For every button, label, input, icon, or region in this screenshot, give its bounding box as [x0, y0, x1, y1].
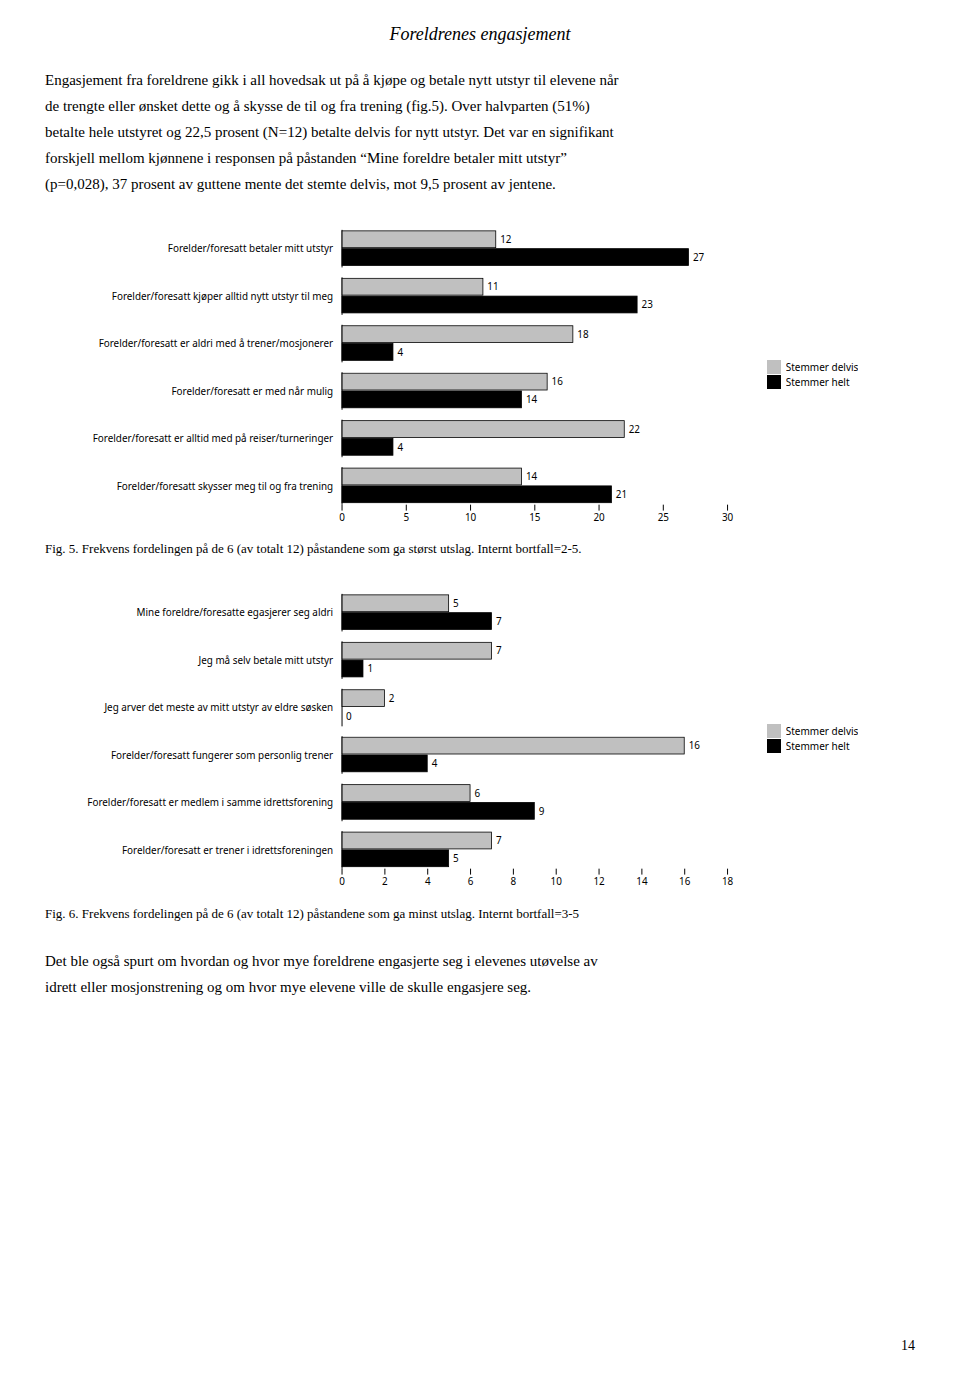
html-text:Stemmer delvis: Stemmer delvis [785, 724, 859, 738]
svg-text:14: 14 [526, 392, 538, 406]
svg-text:4: 4 [397, 345, 403, 359]
svg-text:14: 14 [636, 874, 648, 888]
html-text:Stemmer delvis: Stemmer delvis [785, 359, 859, 374]
svg-text:30: 30 [722, 510, 734, 524]
svg-text:7: 7 [496, 833, 502, 847]
svg-text:16: 16 [552, 374, 564, 388]
svg-text:Mine foreldre/foresatte egasje: Mine foreldre/foresatte egasjerer seg al… [137, 606, 334, 620]
svg-text:Forelder/foresatt fungerer som: Forelder/foresatt fungerer som personlig… [111, 748, 333, 762]
svg-text:23: 23 [642, 297, 654, 311]
svg-text:25: 25 [658, 510, 670, 524]
html-text:Fig. 6. Frekvens fordelingen p: Fig. 6. Frekvens fordelingen på de 6 (av… [45, 905, 580, 921]
html-text:Fig. 5. Frekvens fordelingen p: Fig. 5. Frekvens fordelingen på de 6 (av… [45, 541, 582, 557]
html-text:forskjell mellom kjønnene i re: forskjell mellom kjønnene i responsen på… [45, 150, 567, 166]
svg-text:0: 0 [339, 510, 345, 524]
svg-text:7: 7 [496, 614, 502, 628]
svg-text:16: 16 [689, 739, 701, 753]
svg-text:12: 12 [593, 874, 605, 888]
svg-text:10: 10 [465, 510, 477, 524]
svg-text:Forelder/foresatt betaler mitt: Forelder/foresatt betaler mitt utstyr [168, 241, 333, 255]
svg-text:4: 4 [397, 440, 403, 454]
svg-text:5: 5 [403, 510, 409, 524]
svg-text:2: 2 [389, 691, 395, 705]
svg-text:7: 7 [496, 644, 502, 658]
svg-text:Forelder/foresatt er alltid me: Forelder/foresatt er alltid med på reise… [93, 431, 333, 445]
svg-text:4: 4 [425, 874, 431, 888]
svg-text:18: 18 [577, 327, 589, 341]
svg-text:11: 11 [487, 279, 498, 293]
svg-text:27: 27 [693, 250, 705, 264]
svg-text:8: 8 [511, 874, 517, 888]
svg-text:5: 5 [453, 851, 459, 865]
svg-text:15: 15 [529, 510, 541, 524]
svg-text:6: 6 [468, 874, 474, 888]
html-text:Foreldrenes engasjement: Foreldrenes engasjement [389, 24, 571, 44]
svg-text:22: 22 [629, 422, 641, 436]
html-text:Det ble også spurt om hvordan: Det ble også spurt om hvordan og hvor my… [45, 952, 598, 969]
svg-text:Jeg må selv betale mitt utstyr: Jeg må selv betale mitt utstyr [197, 653, 333, 667]
svg-text:4: 4 [432, 756, 438, 770]
html-text:Engasjement fra foreldrene gik: Engasjement fra foreldrene gikk i all ho… [45, 72, 619, 88]
html-text:(p=0,028), 37 prosent av gutte: (p=0,028), 37 prosent av guttene mente d… [45, 176, 556, 192]
svg-text:14: 14 [526, 469, 538, 483]
svg-text:2: 2 [382, 874, 388, 888]
html-text:de trengte eller ønsket dette: de trengte eller ønsket dette og å skyss… [45, 98, 590, 114]
svg-text:Forelder/foresatt skysser meg: Forelder/foresatt skysser meg til og fra… [117, 479, 334, 493]
svg-text:12: 12 [500, 232, 512, 246]
svg-text:20: 20 [593, 510, 605, 524]
svg-text:9: 9 [539, 804, 545, 818]
svg-text:Forelder/foresatt er trener i: Forelder/foresatt er trener i idrettsfor… [122, 843, 333, 857]
html-text:idrett eller mosjonstrening og: idrett eller mosjonstrening og om hvor m… [45, 978, 532, 995]
html-text:14: 14 [901, 1338, 915, 1353]
svg-text:16: 16 [679, 874, 691, 888]
svg-text:Forelder/foresatt kjøper allti: Forelder/foresatt kjøper alltid nytt uts… [112, 289, 333, 303]
svg-text:Forelder/foresatt er aldri med: Forelder/foresatt er aldri med å trener/… [99, 336, 334, 350]
html-text:Stemmer helt: Stemmer helt [785, 739, 850, 753]
svg-text:Jeg arver det meste av mitt ut: Jeg arver det meste av mitt utstyr av el… [103, 701, 333, 715]
svg-text:0: 0 [339, 874, 345, 888]
svg-text:1: 1 [367, 661, 373, 675]
svg-text:0: 0 [346, 709, 352, 723]
html-text:Stemmer helt: Stemmer helt [785, 374, 850, 389]
svg-text:Forelder/foresatt er med når m: Forelder/foresatt er med når mulig [171, 384, 333, 398]
svg-text:10: 10 [551, 874, 563, 888]
svg-text:Forelder/foresatt er medlem i: Forelder/foresatt er medlem i samme idre… [87, 795, 333, 809]
svg-text:6: 6 [475, 786, 481, 800]
svg-text:18: 18 [722, 874, 734, 888]
svg-text:5: 5 [453, 596, 459, 610]
svg-text:21: 21 [616, 487, 627, 501]
html-text:betalte hele utstyret og 22,5: betalte hele utstyret og 22,5 prosent (N… [45, 124, 614, 140]
